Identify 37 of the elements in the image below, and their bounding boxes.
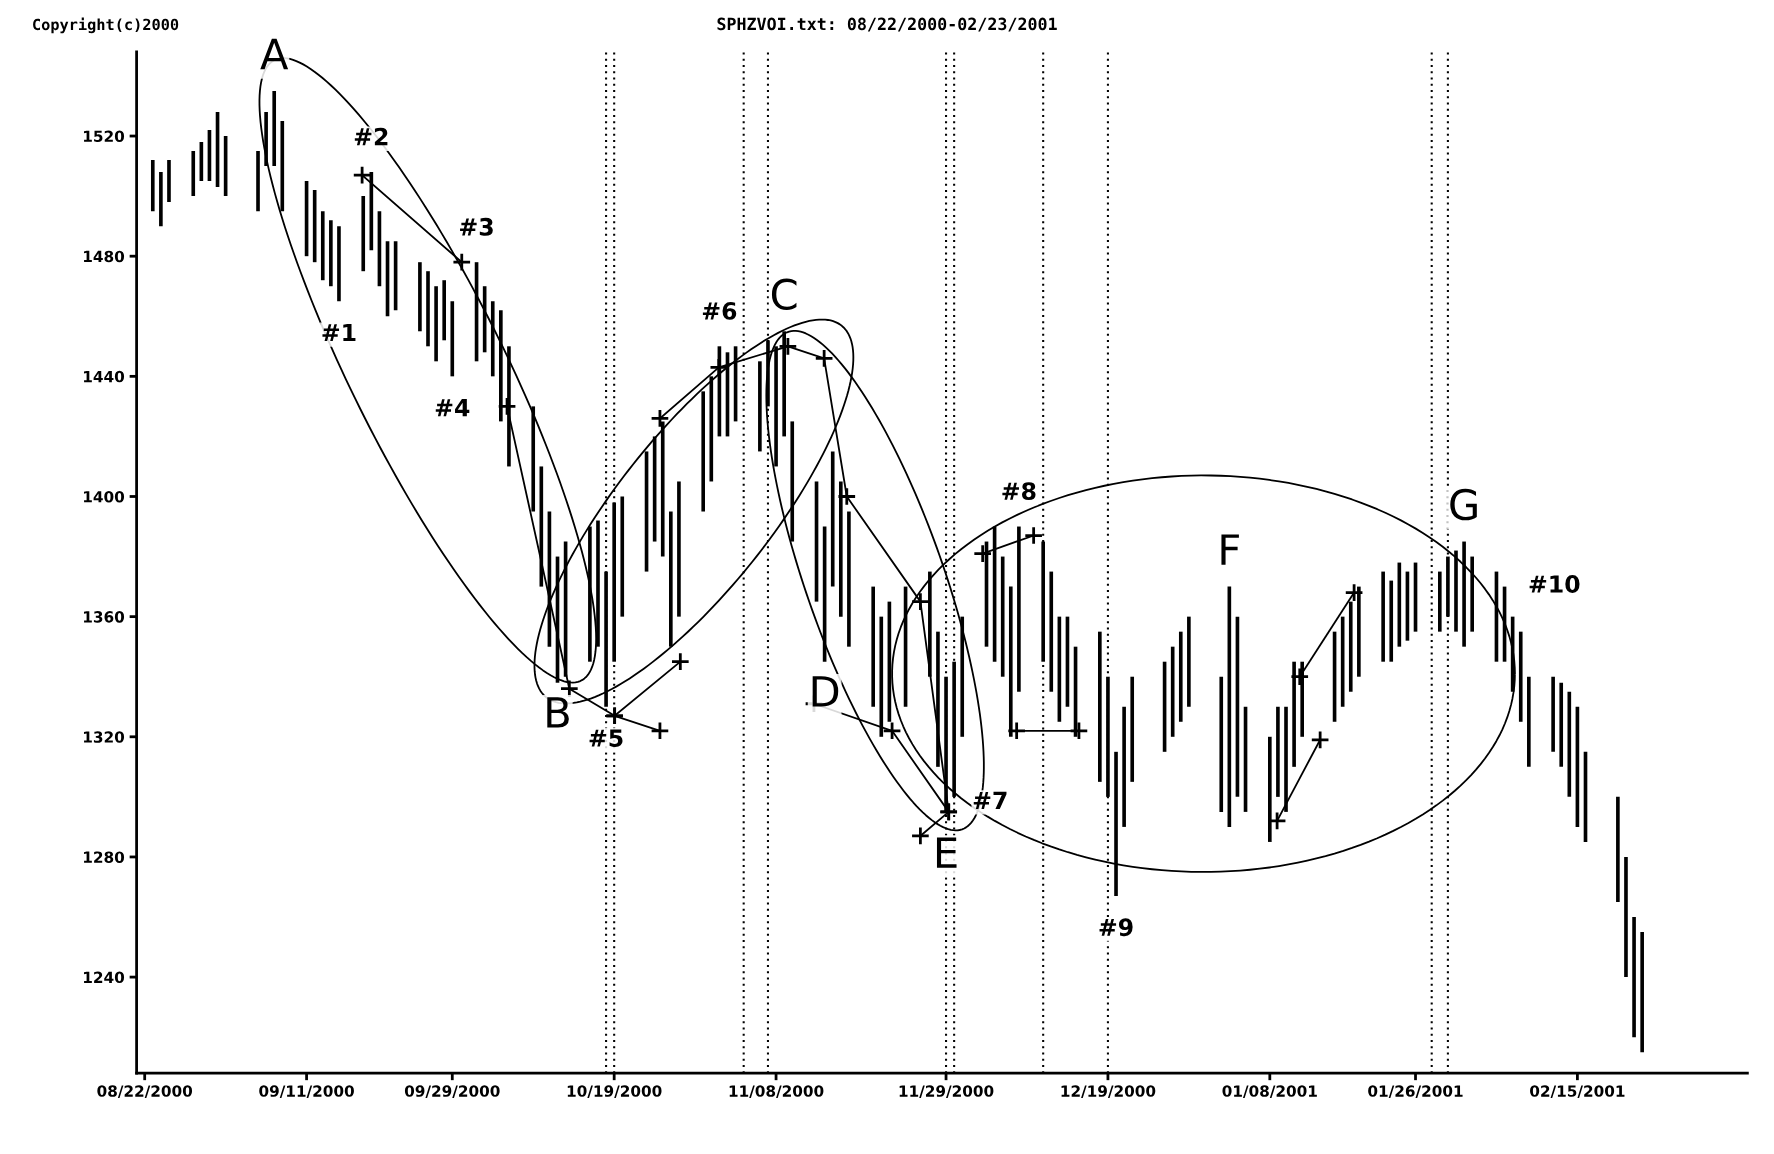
annotation: #5	[589, 729, 623, 747]
chart-title: SPHZVOI.txt: 08/22/2000-02/23/2001	[717, 17, 1057, 32]
annotation: #4	[435, 398, 470, 417]
x-tick-label: 10/19/2000	[567, 1085, 662, 1099]
x-tick-label: 09/29/2000	[404, 1085, 500, 1099]
annotation: #7	[973, 791, 1007, 809]
x-tick-label: 11/29/2000	[899, 1085, 994, 1099]
y-tick-label: 1520	[84, 130, 125, 143]
annotation: #10	[1529, 575, 1580, 593]
text: Copyright(c)2000	[33, 17, 179, 34]
annotation: #9	[1099, 918, 1133, 937]
y-tick-label: 1400	[84, 490, 125, 503]
annotation: E	[936, 837, 957, 868]
annotation: #2	[354, 127, 388, 146]
x-tick-label: 02/15/2001	[1530, 1085, 1625, 1099]
annotation: C	[771, 278, 797, 311]
x-tick-label: 11/08/2000	[729, 1085, 824, 1099]
x-tick-label: 01/26/2001	[1368, 1085, 1463, 1099]
x-tick-label: 09/11/2000	[259, 1085, 354, 1099]
annotation: B	[547, 697, 569, 728]
annotation: #6	[702, 301, 737, 320]
y-tick-label: 1320	[84, 731, 125, 743]
y-tick-label: 1440	[84, 370, 125, 383]
annotation: #3	[460, 217, 493, 236]
annotation: F	[1221, 534, 1239, 565]
annotation: D	[812, 676, 839, 707]
y-tick-label: 1240	[84, 971, 125, 984]
y-tick-label: 1480	[84, 250, 125, 263]
annotation: A	[260, 38, 289, 70]
x-tick-label: 01/08/2001	[1222, 1085, 1317, 1099]
y-tick-label: 1280	[84, 851, 125, 863]
annotation: #8	[1002, 482, 1036, 501]
y-tick-label: 1360	[84, 611, 125, 623]
x-tick-label: 08/22/2000	[97, 1085, 193, 1099]
annotation: G	[1450, 488, 1477, 521]
annotation: #1	[322, 323, 356, 342]
x-tick-label: 12/19/2000	[1061, 1085, 1156, 1099]
